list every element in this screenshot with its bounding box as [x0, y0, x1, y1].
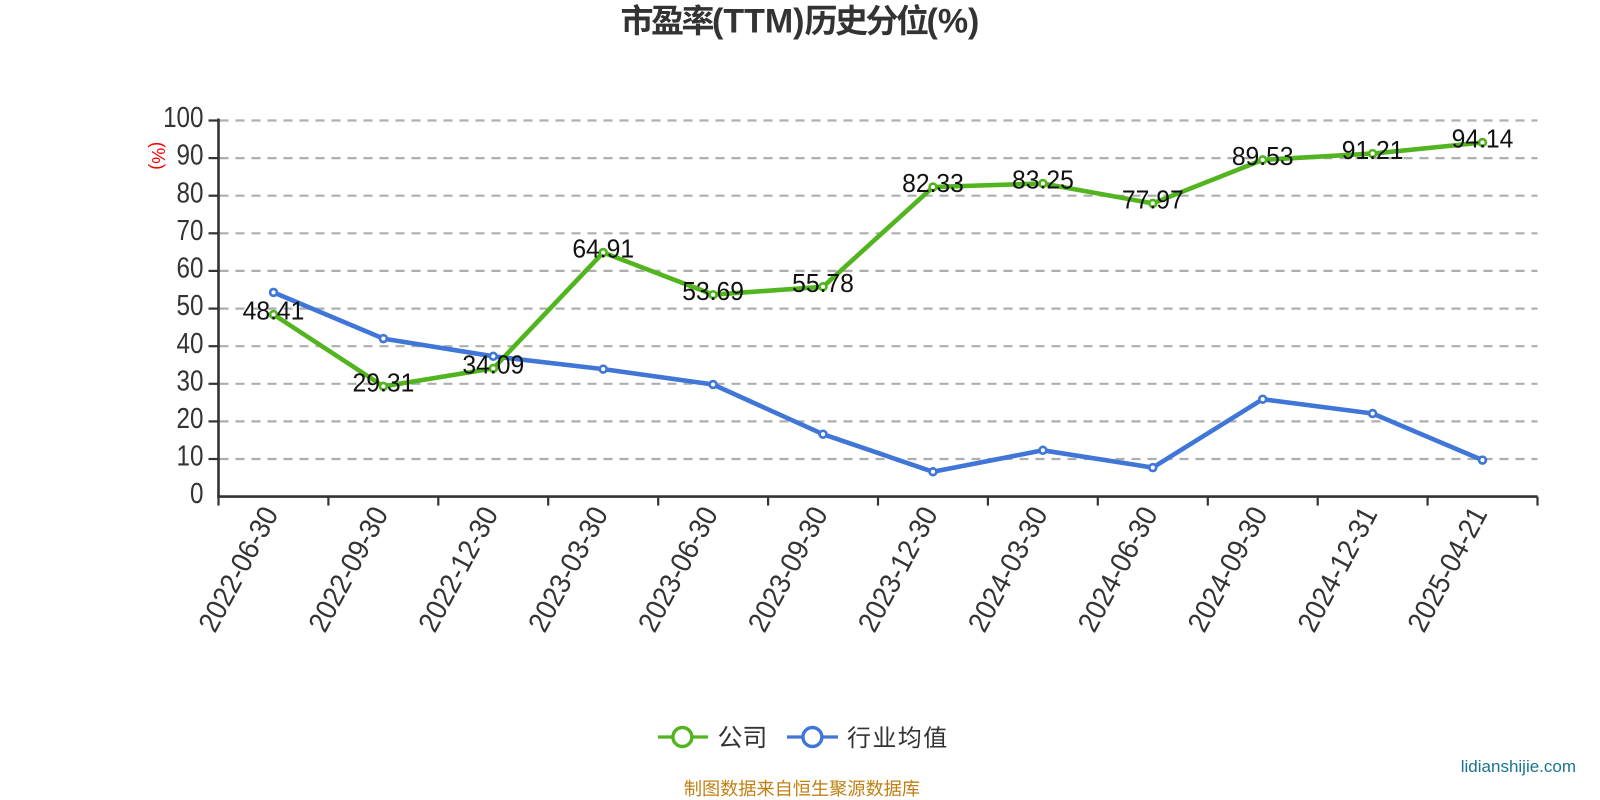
- svg-text:20: 20: [177, 402, 204, 434]
- svg-text:83.25: 83.25: [1012, 166, 1074, 195]
- svg-text:(%): (%): [927, 3, 980, 41]
- svg-text:55.78: 55.78: [792, 269, 854, 298]
- svg-text:50: 50: [177, 289, 204, 321]
- svg-text:82.33: 82.33: [902, 170, 964, 199]
- svg-text:48.41: 48.41: [243, 297, 305, 326]
- svg-text:2023-09-30: 2023-09-30: [741, 501, 834, 637]
- svg-text:77.97: 77.97: [1122, 186, 1184, 215]
- svg-text:64.91: 64.91: [572, 235, 634, 264]
- svg-text:70: 70: [177, 214, 204, 246]
- svg-text:2024-06-30: 2024-06-30: [1071, 501, 1164, 637]
- svg-text:29.31: 29.31: [353, 369, 415, 398]
- svg-text:53.69: 53.69: [682, 277, 744, 306]
- svg-text:80: 80: [177, 176, 204, 208]
- svg-text:94.14: 94.14: [1452, 125, 1514, 154]
- svg-text:91.21: 91.21: [1342, 136, 1404, 165]
- svg-text:10: 10: [177, 440, 204, 472]
- svg-text:2022-12-30: 2022-12-30: [412, 501, 505, 637]
- svg-text:0: 0: [190, 477, 203, 509]
- svg-text:lidianshijie.com: lidianshijie.com: [1461, 757, 1576, 776]
- svg-text:90: 90: [177, 139, 204, 171]
- svg-text:100: 100: [163, 101, 203, 133]
- svg-text:2024-12-31: 2024-12-31: [1291, 501, 1384, 637]
- svg-text:2024-03-30: 2024-03-30: [961, 501, 1054, 637]
- svg-text:2025-04-21: 2025-04-21: [1401, 501, 1494, 637]
- svg-text:60: 60: [177, 252, 204, 284]
- svg-text:2024-09-30: 2024-09-30: [1181, 501, 1274, 637]
- svg-text:2022-06-30: 2022-06-30: [192, 501, 285, 637]
- svg-text:2022-09-30: 2022-09-30: [302, 501, 395, 637]
- svg-text:2023-06-30: 2023-06-30: [632, 501, 725, 637]
- svg-text:(TTM): (TTM): [712, 3, 805, 41]
- svg-text:89.53: 89.53: [1232, 143, 1294, 172]
- svg-text:2023-03-30: 2023-03-30: [522, 501, 615, 637]
- svg-text:2023-12-30: 2023-12-30: [851, 501, 944, 637]
- svg-text:34.09: 34.09: [462, 351, 524, 380]
- svg-text:30: 30: [177, 365, 204, 397]
- svg-text:(%): (%): [148, 142, 168, 170]
- svg-text:40: 40: [177, 327, 204, 359]
